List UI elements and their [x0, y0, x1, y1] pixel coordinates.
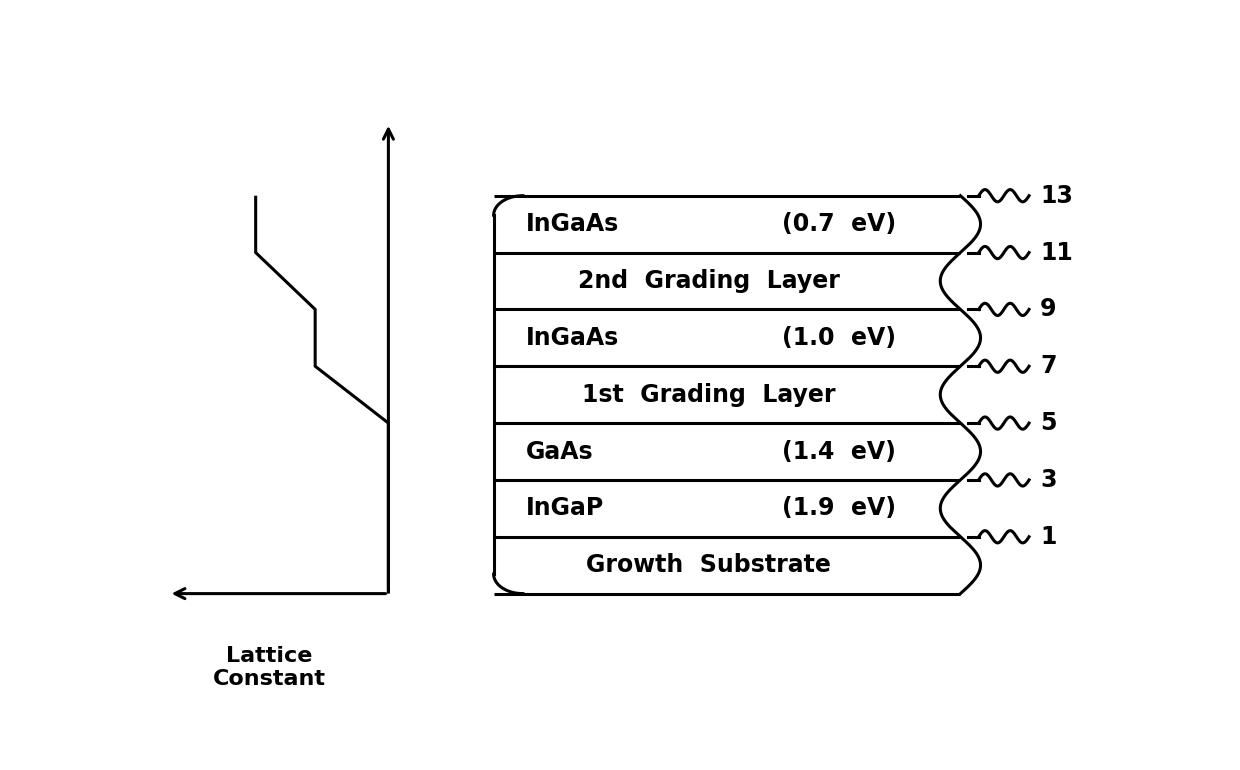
Text: 2nd  Grading  Layer: 2nd Grading Layer	[578, 269, 839, 293]
Text: (1.0  eV): (1.0 eV)	[782, 326, 897, 350]
Text: 11: 11	[1040, 240, 1073, 265]
Text: (1.4  eV): (1.4 eV)	[782, 440, 895, 464]
Text: InGaP: InGaP	[526, 497, 604, 521]
Text: 3: 3	[1040, 468, 1056, 492]
Text: (1.9  eV): (1.9 eV)	[782, 497, 897, 521]
Text: 7: 7	[1040, 354, 1056, 378]
Text: Lattice
Constant: Lattice Constant	[213, 645, 326, 689]
Text: GaAs: GaAs	[526, 440, 593, 464]
Text: 5: 5	[1040, 411, 1056, 435]
Text: 1st  Grading  Layer: 1st Grading Layer	[582, 383, 836, 407]
Text: InGaAs: InGaAs	[526, 326, 619, 350]
Text: 9: 9	[1040, 297, 1056, 321]
Text: Growth  Substrate: Growth Substrate	[587, 553, 831, 578]
Text: InGaAs: InGaAs	[526, 212, 619, 236]
Text: (0.7  eV): (0.7 eV)	[782, 212, 897, 236]
Text: 1: 1	[1040, 525, 1056, 549]
Text: 13: 13	[1040, 184, 1073, 208]
